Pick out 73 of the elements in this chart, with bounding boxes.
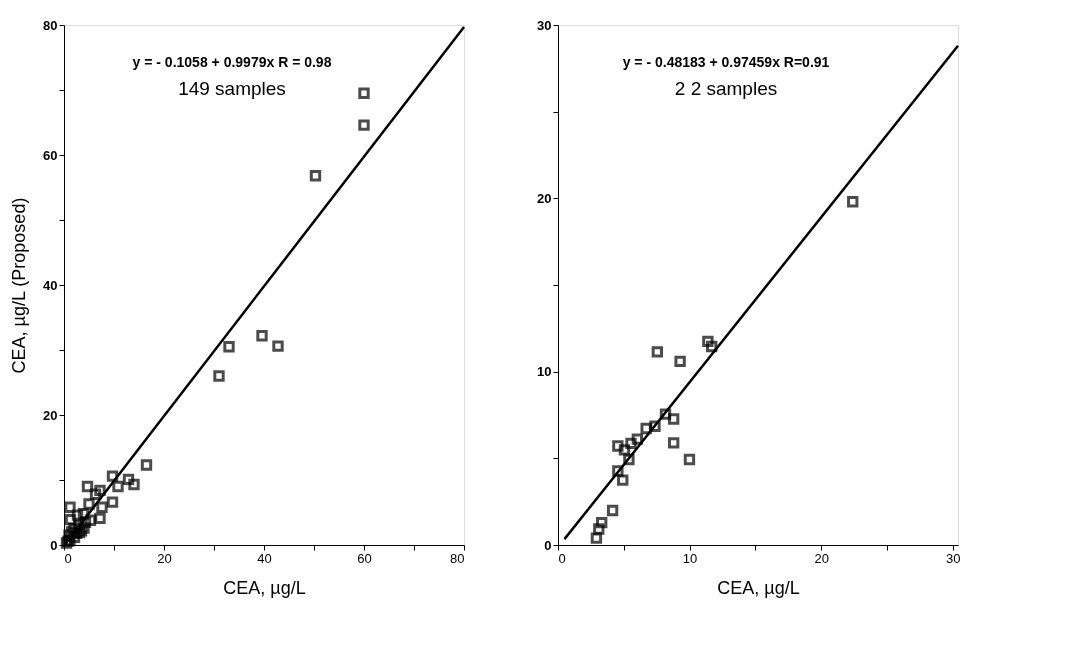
x-tick-label: 0 [64, 550, 72, 566]
point [79, 516, 92, 528]
point [64, 513, 77, 526]
point [84, 514, 97, 526]
x-tick-label: 20 [814, 550, 829, 566]
y-tick-label: 20 [43, 407, 58, 423]
point [106, 496, 119, 508]
x-tick-label: 0 [558, 550, 566, 566]
point [96, 501, 108, 513]
point [593, 523, 605, 535]
point [706, 340, 718, 353]
point [122, 473, 135, 486]
x-tick-label: 10 [682, 550, 698, 566]
point [640, 422, 652, 435]
point [612, 440, 624, 452]
point [140, 459, 153, 471]
point [674, 355, 686, 368]
annotation: y = - 0.48183 + 0.97459x R=0.91 [622, 54, 830, 70]
point [213, 370, 225, 382]
annotation: 149 samples [178, 78, 286, 99]
point [112, 480, 124, 493]
point [667, 413, 680, 425]
point [590, 532, 603, 544]
point [618, 444, 631, 456]
x-axis-title: CEA, µg/L [223, 577, 306, 598]
point [77, 508, 90, 520]
x-tick-label: 80 [450, 550, 465, 566]
point [223, 341, 235, 353]
y-tick-label: 0 [50, 537, 58, 553]
x-tick-label: 40 [257, 550, 272, 566]
point [128, 478, 140, 491]
y-tick-label: 40 [43, 277, 58, 293]
y-tick-label: 60 [43, 147, 58, 163]
annotation: 2 2 samples [674, 78, 778, 99]
point [617, 474, 629, 486]
point [81, 480, 94, 493]
x-axis-title: CEA, µg/L [717, 577, 800, 598]
point [358, 87, 370, 99]
y-axis-title: CEA, µg/L (Proposed) [9, 197, 30, 374]
point [64, 501, 76, 513]
point [83, 498, 95, 510]
point [358, 119, 370, 131]
point [659, 408, 672, 420]
point [94, 512, 106, 525]
point [847, 196, 859, 208]
point [683, 453, 696, 466]
point [272, 340, 284, 352]
x-tick-label: 20 [157, 550, 172, 566]
point [73, 519, 85, 532]
y-tick-label: 10 [537, 364, 552, 380]
x-tick-label: 30 [946, 550, 961, 566]
x-tick-label: 60 [357, 550, 372, 566]
point [702, 335, 714, 348]
point [623, 453, 635, 466]
y-tick-label: 0 [544, 537, 552, 553]
y-tick-label: 20 [537, 190, 552, 206]
y-tick-label: 80 [43, 17, 58, 33]
point [309, 170, 322, 182]
y-tick-label: 30 [537, 17, 552, 33]
point [612, 465, 624, 477]
point [71, 509, 84, 521]
point [625, 437, 637, 450]
point [651, 346, 664, 358]
point [667, 437, 680, 449]
point [94, 484, 106, 497]
point [106, 470, 119, 482]
point [631, 433, 644, 445]
point [649, 420, 661, 432]
annotation: y = - 0.1058 + 0.9979x R = 0.98 [132, 54, 332, 70]
point [89, 488, 102, 500]
point [256, 330, 268, 342]
point [606, 504, 619, 517]
point [596, 516, 608, 529]
